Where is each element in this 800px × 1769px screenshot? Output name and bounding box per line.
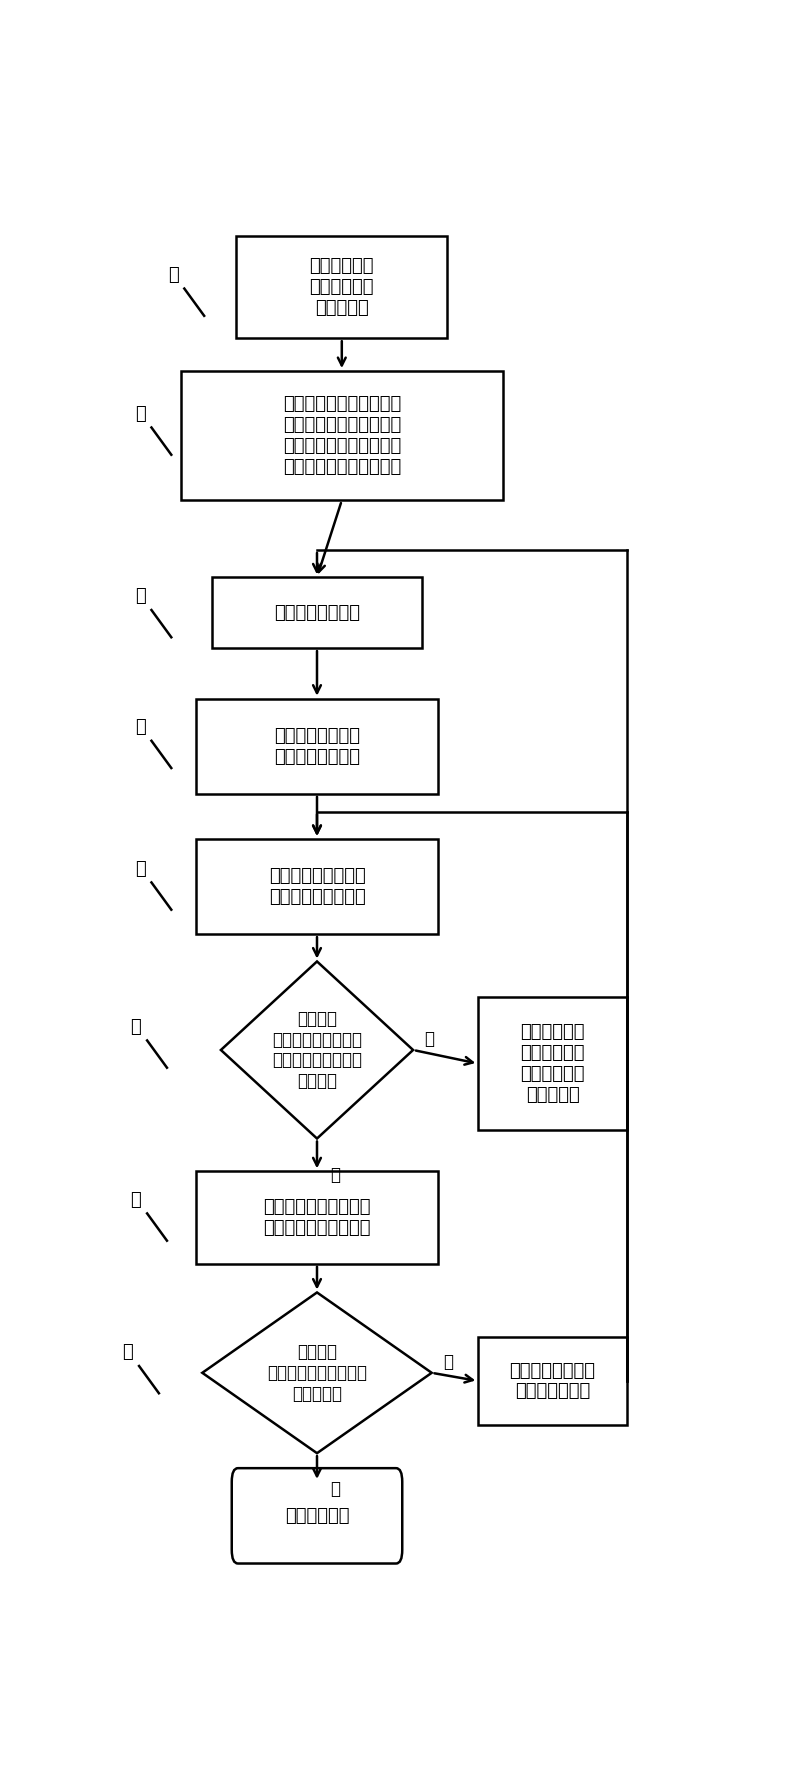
Text: 选则该连通分
支中的另一个
未分配频谱的
极大独立集: 选则该连通分 支中的另一个 未分配频谱的 极大独立集 xyxy=(520,1024,585,1104)
Text: 否: 否 xyxy=(424,1030,434,1047)
Text: 选择一个连通分支: 选择一个连通分支 xyxy=(274,603,360,621)
Text: 五: 五 xyxy=(135,860,146,877)
Text: 六: 六 xyxy=(130,1017,142,1037)
Text: 选择该连通分支中
的一个极大独立集: 选择该连通分支中 的一个极大独立集 xyxy=(274,727,360,766)
FancyBboxPatch shape xyxy=(196,1171,438,1263)
Text: 二: 二 xyxy=(135,405,146,423)
Text: 将初始化后的拓扑图划分
为多个连通分支，对每个
连通分支，计算出该连通
分支中的所有极大独立集: 将初始化后的拓扑图划分 为多个连通分支，对每个 连通分支，计算出该连通 分支中的… xyxy=(282,396,401,476)
FancyBboxPatch shape xyxy=(181,371,503,501)
FancyBboxPatch shape xyxy=(196,839,438,934)
FancyBboxPatch shape xyxy=(196,699,438,794)
FancyBboxPatch shape xyxy=(237,235,447,338)
FancyBboxPatch shape xyxy=(211,577,422,647)
FancyBboxPatch shape xyxy=(478,998,627,1130)
Text: 判断所有
连通分支是否都已经完
成频谱分配: 判断所有 连通分支是否都已经完 成频谱分配 xyxy=(267,1343,367,1403)
Text: 一: 一 xyxy=(168,265,178,285)
Text: 是: 是 xyxy=(330,1166,341,1183)
Text: 三: 三 xyxy=(135,587,146,605)
Text: 完成频谱分配: 完成频谱分配 xyxy=(285,1507,350,1525)
Text: 判断该连
通分支中的所有极大
独立集是否都完成得
频谱分配: 判断该连 通分支中的所有极大 独立集是否都完成得 频谱分配 xyxy=(272,1010,362,1090)
Text: 七: 七 xyxy=(130,1191,142,1208)
Text: 四: 四 xyxy=(135,718,146,736)
FancyBboxPatch shape xyxy=(478,1337,627,1426)
Text: 搜索该连通分支中是否
有未分配到频谱的节点: 搜索该连通分支中是否 有未分配到频谱的节点 xyxy=(263,1198,370,1237)
Polygon shape xyxy=(202,1293,432,1452)
FancyBboxPatch shape xyxy=(232,1468,402,1564)
Text: 否: 否 xyxy=(443,1353,453,1371)
Text: 八: 八 xyxy=(122,1343,134,1362)
Text: 选择另一个未分配
频谱的连通分支: 选择另一个未分配 频谱的连通分支 xyxy=(510,1362,595,1401)
Text: 是: 是 xyxy=(330,1481,341,1498)
Text: 逐一为极大独立集中
的每个节点分配频谱: 逐一为极大独立集中 的每个节点分配频谱 xyxy=(269,867,366,906)
Text: 依据频谱感知
结果对拓扑图
进行初始化: 依据频谱感知 结果对拓扑图 进行初始化 xyxy=(310,258,374,317)
Polygon shape xyxy=(221,961,413,1139)
